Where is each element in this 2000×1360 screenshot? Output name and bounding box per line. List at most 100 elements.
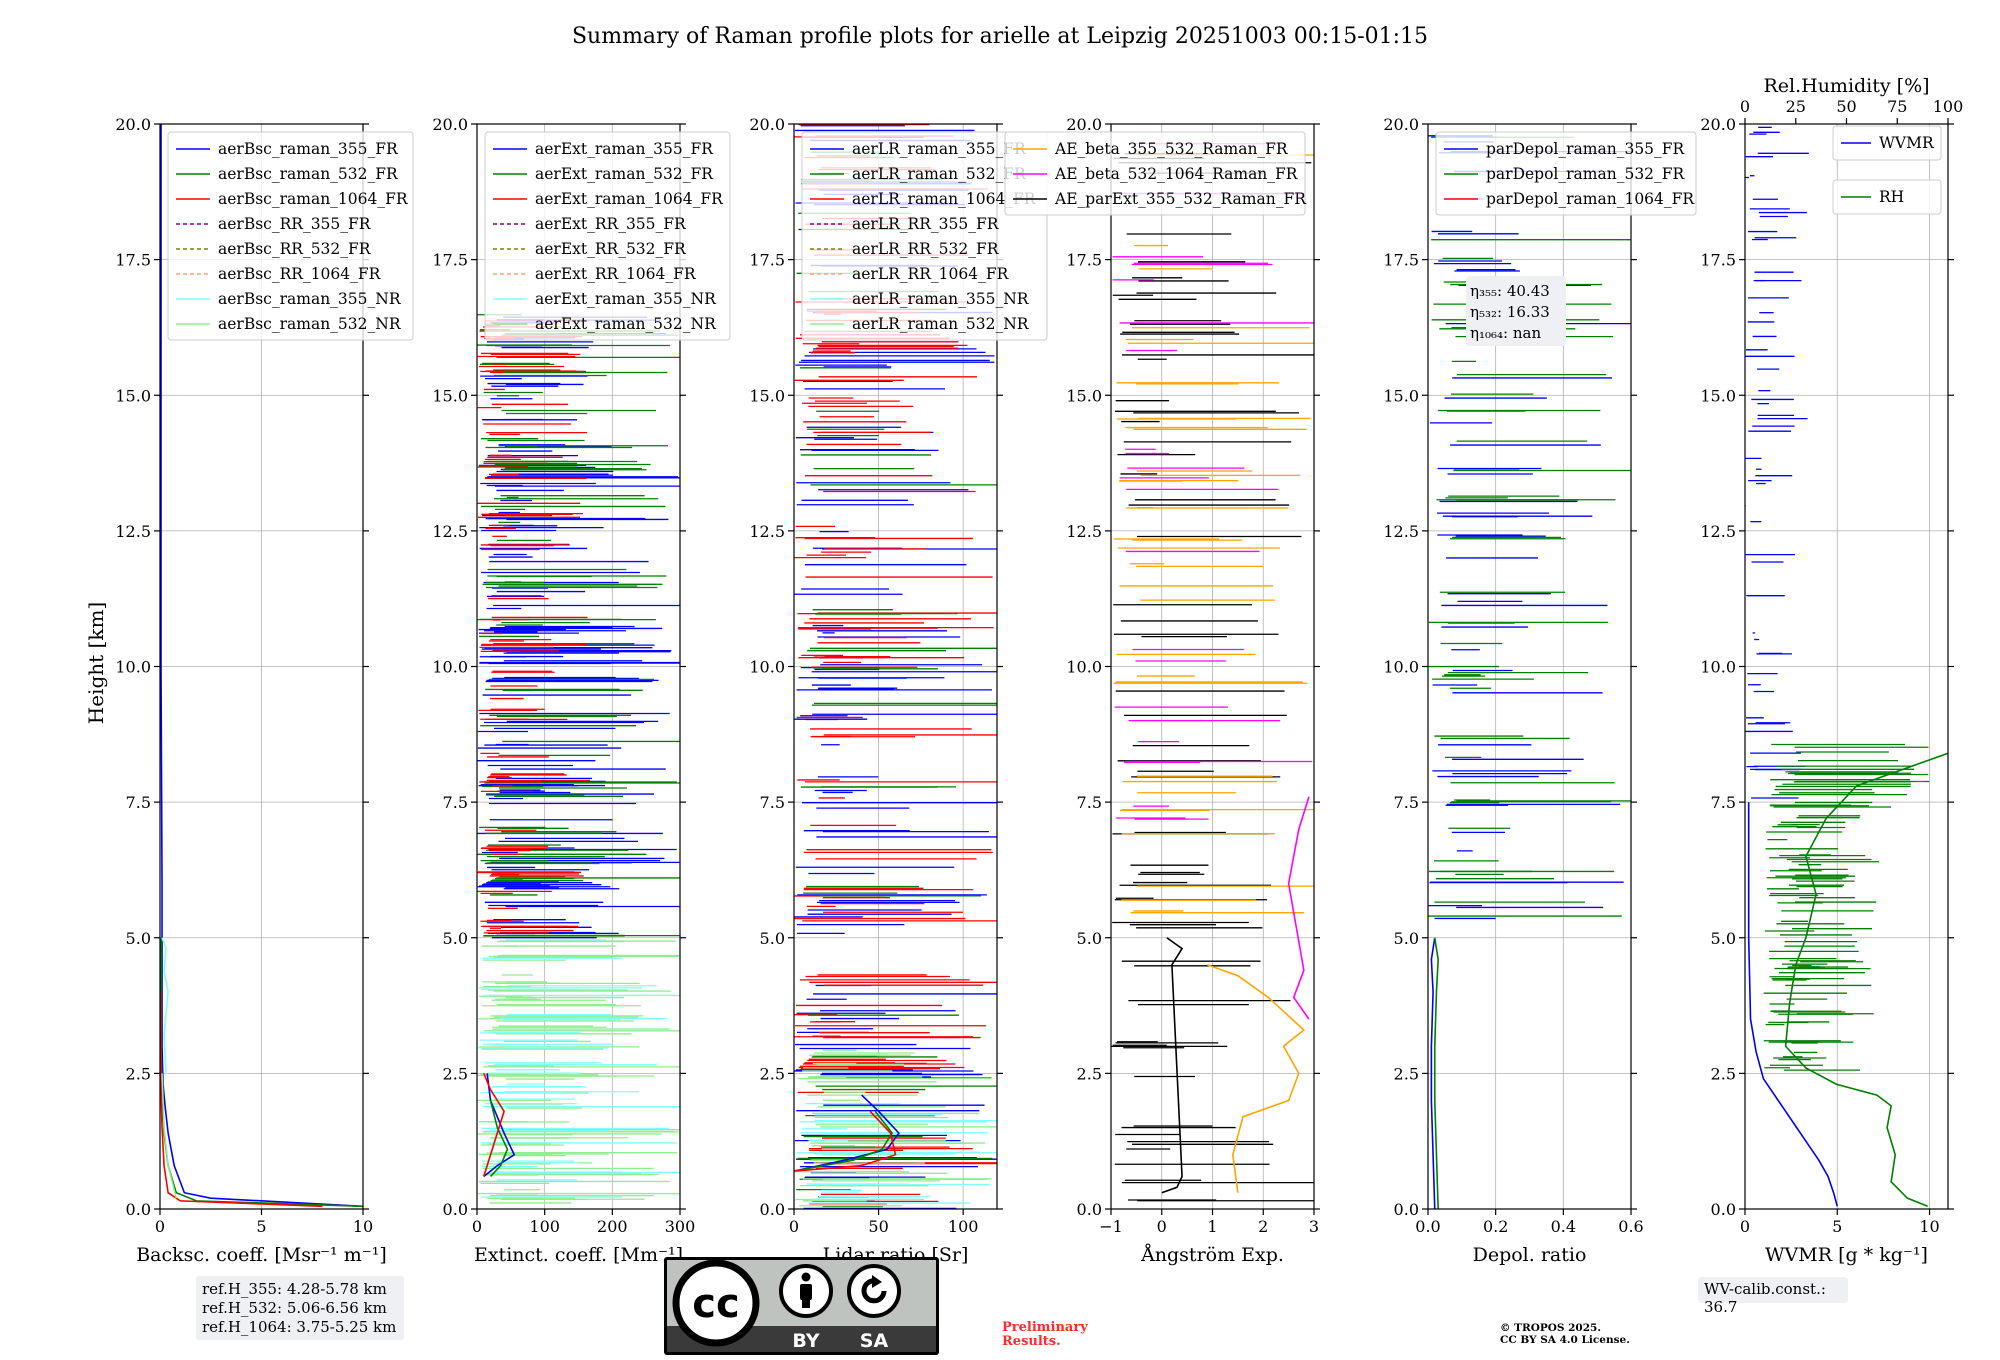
ytick-label: 5.0	[443, 929, 468, 948]
legend-label: aerLR_RR_355_FR	[852, 215, 1000, 233]
ytick-label: 2.5	[443, 1064, 468, 1083]
legend-frame-rh	[1832, 179, 1942, 215]
ytick-label: 5.0	[1394, 929, 1419, 948]
legend-label: parDepol_raman_532_FR	[1486, 165, 1686, 183]
cc-by-sa-badge: cc BY SA	[664, 1257, 939, 1359]
reference-heights-box: ref.H_355: 4.28-5.78 km ref.H_532: 5.06-…	[196, 1276, 404, 1340]
xtick-label: 3	[1309, 1217, 1319, 1236]
series-aerBsc_raman_532_NR	[161, 1073, 178, 1199]
legend-label: aerBsc_raman_355_FR	[218, 140, 399, 158]
ytick-label: 20.0	[749, 115, 785, 134]
ytick-label: 2.5	[1711, 1064, 1736, 1083]
legend-label: aerLR_raman_532_FR	[852, 165, 1027, 183]
legend-label: aerExt_raman_1064_FR	[535, 190, 724, 208]
legend-frame	[1435, 131, 1697, 216]
axes-frame	[1110, 123, 1315, 1210]
ytick-label: 0.0	[126, 1200, 151, 1219]
panel-wv: 0.02.55.07.510.012.515.017.520.00 5 10WVMR…	[1700, 75, 1963, 1266]
legend-label: aerLR_raman_532_NR	[852, 315, 1030, 333]
series-aerExt_raman_1064_FR	[483, 1073, 505, 1177]
series-aerBsc_raman_532_FR	[160, 937, 363, 1208]
legend-label: aerBsc_RR_355_FR	[218, 215, 372, 233]
xtick-label: 10	[353, 1217, 373, 1236]
legend-bsc: aerBsc_raman_355_FR aerBsc_raman_532_FRae…	[167, 131, 414, 341]
legend-label: RH	[1879, 188, 1904, 206]
panel-ext: 0.0 2.5 5.0 7.5 10.0 12.5 15.0 17.5 20.0 0 100 200 3…	[432, 115, 731, 1266]
legend-frame	[801, 131, 1048, 341]
ytick-label: 7.5	[126, 793, 151, 812]
legend-frame	[484, 131, 731, 341]
legend-label: aerExt_RR_355_FR	[535, 215, 687, 233]
ytick-label: 17.5	[749, 251, 785, 270]
ytick-label: 0.0	[443, 1200, 468, 1219]
top-xaxis-label: Rel.Humidity [%]	[1763, 75, 1929, 97]
ytick-label: 7.5	[1711, 793, 1736, 812]
top-xtick-label: 25	[1786, 97, 1806, 116]
legend-label: aerBsc_raman_532_NR	[218, 315, 402, 333]
axes-frame	[476, 123, 681, 1210]
xtick-label: 50	[868, 1217, 888, 1236]
copyright-line-2: CC BY SA 4.0 License.	[1500, 1334, 1630, 1346]
ytick-label: 12.5	[432, 522, 468, 541]
ytick-label: 12.5	[115, 522, 151, 541]
series-aerLR_raman_1064_FR	[794, 1110, 897, 1172]
xtick-label: 2	[1258, 1217, 1268, 1236]
wv-calibration-box: WV-calib.const.: 36.7	[1698, 1277, 1848, 1316]
cc-text: cc	[692, 1281, 739, 1327]
preliminary-results-note: Preliminary Results.	[1002, 1321, 1088, 1349]
legend-label: aerLR_RR_532_FR	[852, 240, 1000, 258]
series-aerExt_raman_355_FR	[483, 1073, 516, 1178]
legend-label: aerExt_RR_532_FR	[535, 240, 687, 258]
xtick-label: 0	[1157, 1217, 1167, 1236]
eta-annotation: η₃₅₅: 40.43	[1470, 282, 1550, 300]
top-xtick-label: 75	[1887, 97, 1907, 116]
legend-label: aerBsc_raman_355_NR	[218, 290, 402, 308]
top-xtick-label: 50	[1836, 97, 1856, 116]
ytick-label: 10.0	[432, 658, 468, 677]
axes-frame	[793, 123, 998, 1210]
xtick-label: 300	[665, 1217, 696, 1236]
ref-height-1064: ref.H_1064: 3.75-5.25 km	[202, 1318, 397, 1336]
sa-label: SA	[860, 1330, 889, 1352]
xaxis-label: Extinct. coeff. [Mm⁻¹]	[474, 1244, 683, 1266]
ytick-label: 5.0	[760, 929, 785, 948]
series-aerBsc_raman_355_FR	[160, 124, 363, 1208]
ytick-label: 2.5	[126, 1064, 151, 1083]
legend-wv: WVMR RH	[1832, 125, 1942, 215]
ytick-label: 10.0	[1066, 658, 1102, 677]
xtick-label: 10	[1919, 1217, 1939, 1236]
ytick-label: 17.5	[1700, 251, 1736, 270]
eta-annotation: η₁₀₆₄: nan	[1470, 324, 1541, 342]
ytick-label: 15.0	[1066, 386, 1102, 405]
legend-frame	[1004, 131, 1306, 216]
preliminary-line-2: Results.	[1002, 1334, 1061, 1349]
ytick-label: 12.5	[1700, 522, 1736, 541]
legend-label: aerBsc_raman_1064_FR	[218, 190, 409, 208]
by-label: BY	[792, 1330, 819, 1352]
xtick-label: 200	[597, 1217, 628, 1236]
series-AE_parExt_355_532_Raman_FR	[1161, 937, 1184, 1194]
ytick-label: 10.0	[115, 658, 151, 677]
ytick-label: 20.0	[1383, 115, 1419, 134]
legend-label: aerLR_raman_1064_FR	[852, 190, 1037, 208]
ytick-label: 7.5	[760, 793, 785, 812]
xtick-label: 100	[529, 1217, 560, 1236]
ytick-label: 20.0	[432, 115, 468, 134]
xtick-label: −1	[1099, 1217, 1123, 1236]
ytick-label: 0.0	[1394, 1200, 1419, 1219]
ytick-label: 10.0	[1383, 658, 1419, 677]
xtick-label: 5	[1832, 1217, 1842, 1236]
xtick-label: 0	[789, 1217, 799, 1236]
xtick-label: 0.6	[1618, 1217, 1643, 1236]
cc-icon	[672, 1259, 760, 1347]
ytick-label: 5.0	[1077, 929, 1102, 948]
xtick-label: 0	[472, 1217, 482, 1236]
legend-label: AE_parExt_355_532_Raman_FR	[1054, 190, 1307, 208]
legend-label: aerBsc_RR_532_FR	[218, 240, 372, 258]
ytick-label: 17.5	[1383, 251, 1419, 270]
axes-frame	[1427, 123, 1632, 1210]
xtick-label: 5	[256, 1217, 266, 1236]
ytick-label: 10.0	[1700, 658, 1736, 677]
plot-area	[1111, 143, 1314, 1202]
